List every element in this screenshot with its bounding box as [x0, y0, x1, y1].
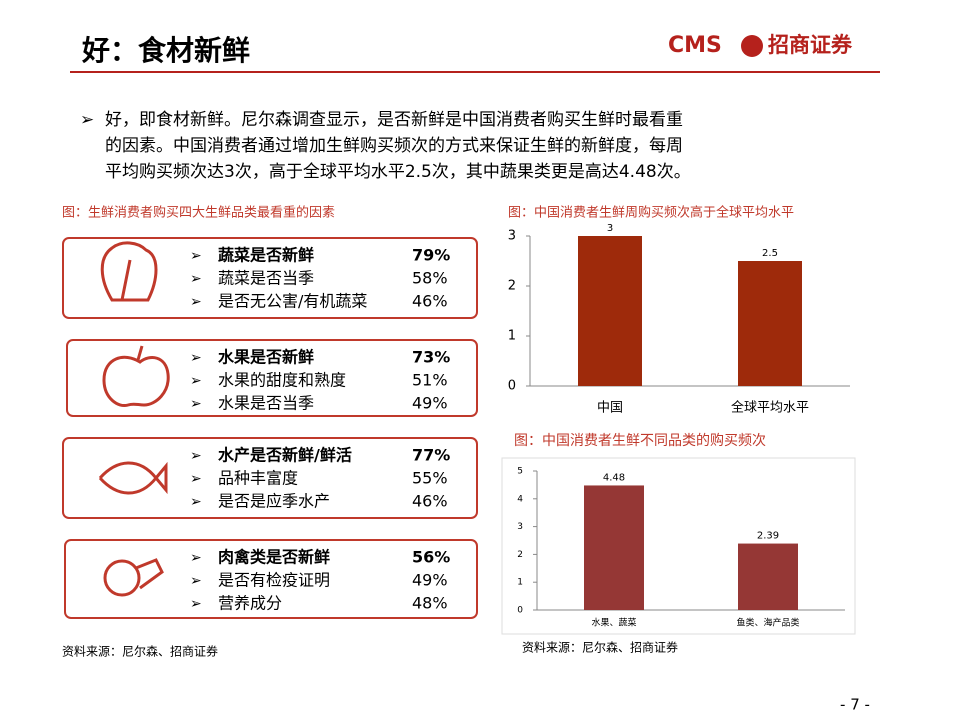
item-bullet: ➢	[190, 573, 202, 589]
item-text: 水产是否新鲜/鲜活	[218, 446, 352, 465]
item-value: 79%	[412, 246, 450, 265]
chart-title: 图：中国消费者生鲜不同品类的购买频次	[514, 433, 766, 449]
item-bullet: ➢	[190, 373, 202, 389]
bar	[738, 261, 802, 386]
y-tick-label: 5	[517, 467, 523, 477]
item-value: 48%	[412, 594, 448, 613]
y-tick-label: 0	[508, 379, 516, 394]
left-caption: 图：生鲜消费者购买四大生鲜品类最看重的因素	[62, 205, 335, 221]
item-bullet: ➢	[190, 596, 202, 612]
value-label: 4.48	[603, 472, 625, 483]
intro-bullet: ➢	[80, 110, 94, 130]
item-value: 46%	[412, 292, 448, 311]
item-text: 营养成分	[218, 594, 282, 613]
right-source: 资料来源：尼尔森、招商证券	[522, 640, 678, 655]
item-text: 蔬菜是否新鲜	[218, 246, 314, 265]
y-tick-label: 3	[517, 522, 523, 532]
y-tick-label: 0	[517, 606, 523, 616]
vegetable-icon	[100, 241, 158, 302]
item-value: 55%	[412, 469, 448, 488]
intro-line: 好，即食材新鲜。尼尔森调查显示，是否新鲜是中国消费者购买生鲜时最看重	[105, 110, 683, 130]
page-number: - 7 -	[840, 696, 870, 714]
y-tick-label: 1	[517, 578, 523, 588]
item-value: 73%	[412, 348, 450, 367]
item-text: 品种丰富度	[218, 469, 298, 488]
item-bullet: ➢	[190, 494, 202, 510]
item-value: 51%	[412, 371, 448, 390]
item-value: 56%	[412, 548, 450, 567]
item-bullet: ➢	[190, 471, 202, 487]
apple-icon	[102, 345, 170, 408]
item-bullet: ➢	[190, 350, 202, 366]
chart2-frame	[501, 457, 856, 635]
item-value: 46%	[412, 492, 448, 511]
item-text: 是否无公害/有机蔬菜	[218, 292, 367, 311]
left-source: 资料来源：尼尔森、招商证券	[62, 644, 218, 659]
y-tick-label: 4	[517, 494, 523, 504]
x-tick-label: 中国	[597, 401, 623, 416]
item-bullet: ➢	[190, 271, 202, 287]
factor-groups: ➢ 蔬菜是否新鲜 79% ➢ 蔬菜是否当季 58% ➢ 是否无公害/有机蔬菜 46% ➢ 水果是否新…	[62, 237, 478, 619]
item-text: 是否有检疫证明	[218, 571, 330, 590]
group-box	[64, 539, 478, 619]
item-value: 49%	[412, 571, 448, 590]
item-value: 77%	[412, 446, 450, 465]
group-box	[62, 237, 478, 319]
y-tick-label: 2	[508, 279, 516, 294]
item-text: 水果是否新鲜	[218, 348, 314, 367]
y-tick-label: 2	[517, 550, 523, 560]
bar	[738, 543, 798, 610]
item-bullet: ➢	[190, 396, 202, 412]
y-tick-label: 1	[508, 329, 516, 344]
fish-icon	[98, 461, 168, 495]
group-box	[66, 339, 478, 417]
x-tick-label: 全球平均水平	[731, 400, 809, 416]
item-bullet: ➢	[190, 448, 202, 464]
intro-line: 的因素。中国消费者通过增加生鲜购买频次的方式来保证生鲜的新鲜度，每周	[105, 136, 683, 156]
x-tick-label: 鱼类、海产品类	[736, 617, 799, 629]
item-value: 58%	[412, 269, 448, 288]
item-text: 水果是否当季	[218, 394, 314, 413]
item-text: 蔬菜是否当季	[218, 269, 314, 288]
y-tick-label: 3	[508, 229, 516, 244]
logo-latin: CMS	[668, 33, 722, 58]
item-bullet: ➢	[190, 248, 202, 264]
x-tick-label: 水果、蔬菜	[591, 617, 636, 629]
group-box	[62, 437, 478, 519]
item-text: 水果的甜度和熟度	[218, 371, 346, 390]
meat-bone	[135, 558, 164, 590]
meat-icon	[103, 559, 141, 597]
item-bullet: ➢	[190, 294, 202, 310]
bar	[584, 485, 644, 610]
value-label: 2.5	[762, 248, 778, 259]
bar	[578, 236, 642, 386]
item-text: 是否是应季水产	[218, 492, 330, 511]
value-label: 3	[607, 223, 613, 234]
item-bullet: ➢	[190, 550, 202, 566]
icons	[98, 241, 170, 597]
chart-title: 图：中国消费者生鲜周购买频次高于全球平均水平	[508, 205, 794, 221]
intro: 好，即食材新鲜。尼尔森调查显示，是否新鲜是中国消费者购买生鲜时最看重的因素。中国…	[105, 110, 691, 182]
charts: 图：中国消费者生鲜周购买频次高于全球平均水平 0 1 2 3 3 中国 2.5 全球平均水平图：…	[508, 205, 850, 629]
item-text: 肉禽类是否新鲜	[218, 548, 330, 567]
slide-title: 好：食材新鲜	[81, 34, 250, 67]
item-value: 49%	[412, 394, 448, 413]
intro-line: 平均购买频次达3次，高于全球平均水平2.5次，其中蔬果类更是高达4.48次。	[105, 162, 691, 182]
value-label: 2.39	[757, 531, 779, 542]
logo-cn: 招商证券	[768, 33, 853, 57]
logo-mark	[741, 35, 763, 57]
